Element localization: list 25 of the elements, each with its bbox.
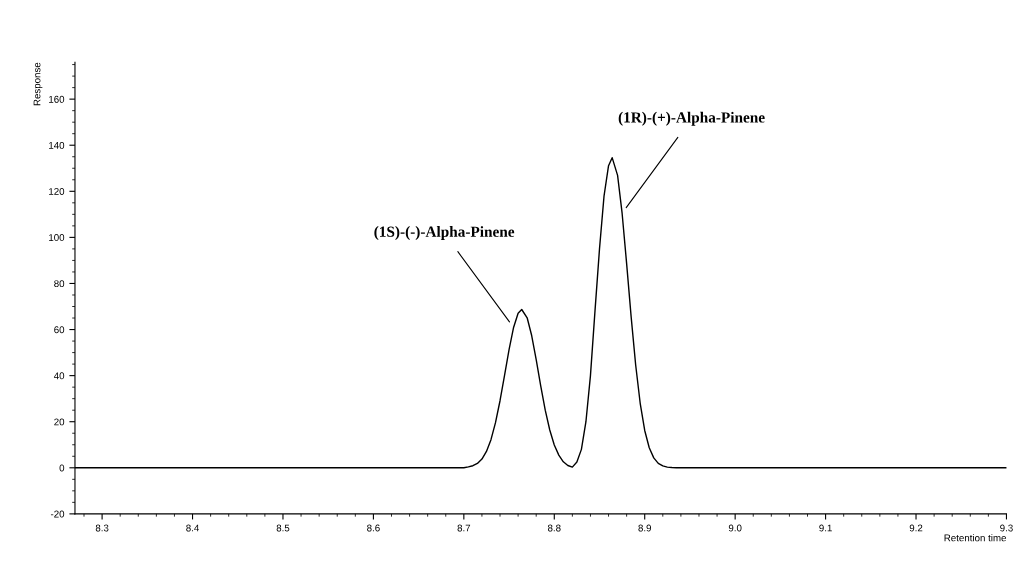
x-tick-label: 9.0 <box>728 524 742 532</box>
x-tick-label: 9.3 <box>1000 524 1013 532</box>
x-tick-label: 9.1 <box>819 524 832 532</box>
y-axis-title: Response <box>33 62 43 106</box>
x-axis-title: Retention time <box>944 534 1007 542</box>
y-tick-label: 40 <box>53 372 65 380</box>
x-tick-label: 8.3 <box>95 524 109 532</box>
x-tick-label: 8.7 <box>457 524 471 532</box>
x-tick-label: 9.2 <box>909 524 923 532</box>
y-tick-label: 100 <box>49 234 65 241</box>
x-tick-label: 8.9 <box>638 524 652 532</box>
x-tick-label: 8.4 <box>186 524 200 532</box>
y-tick-label: 160 <box>49 95 65 103</box>
annotation: (1R)-(+)-Alpha-Pinene <box>618 111 765 126</box>
y-tick-label: 0 <box>59 464 65 472</box>
y-tick-label: 20 <box>54 418 65 426</box>
y-tick-label: 120 <box>49 188 65 195</box>
y-tick-label: -20 <box>50 510 65 518</box>
annotation: (1S)-(-)-Alpha-Pinene <box>374 226 515 240</box>
x-tick-label: 8.8 <box>547 524 561 532</box>
y-tick-label: 140 <box>49 141 65 149</box>
y-tick-label: 80 <box>54 280 65 288</box>
x-tick-label: 8.5 <box>276 524 290 532</box>
x-tick-label: 8.6 <box>367 524 380 532</box>
y-tick-label: 60 <box>54 326 65 334</box>
